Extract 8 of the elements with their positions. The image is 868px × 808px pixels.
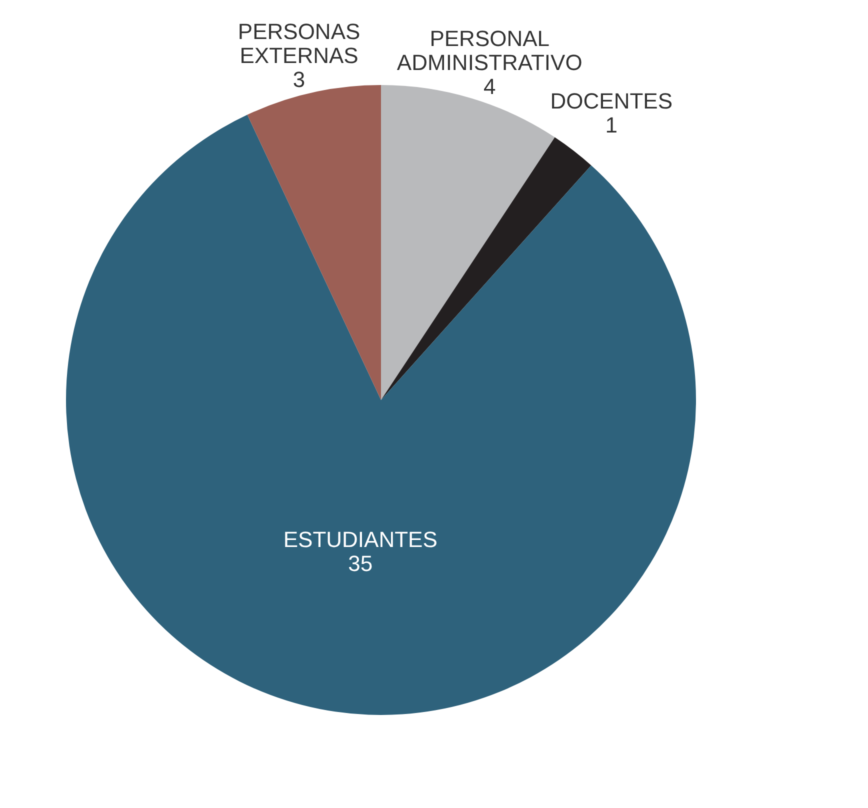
data-label: 1: [605, 112, 618, 138]
data-label: 4: [483, 74, 496, 99]
slice-label: ESTUDIANTES: [283, 527, 438, 552]
slice-label: PERSONAL ADMINISTRATIVO: [396, 26, 582, 75]
data-label: 3: [292, 67, 306, 92]
slice-label: PERSONAS EXTERNAS: [238, 19, 360, 68]
slice-label: DOCENTES: [550, 88, 673, 114]
data-label: 35: [348, 551, 373, 576]
